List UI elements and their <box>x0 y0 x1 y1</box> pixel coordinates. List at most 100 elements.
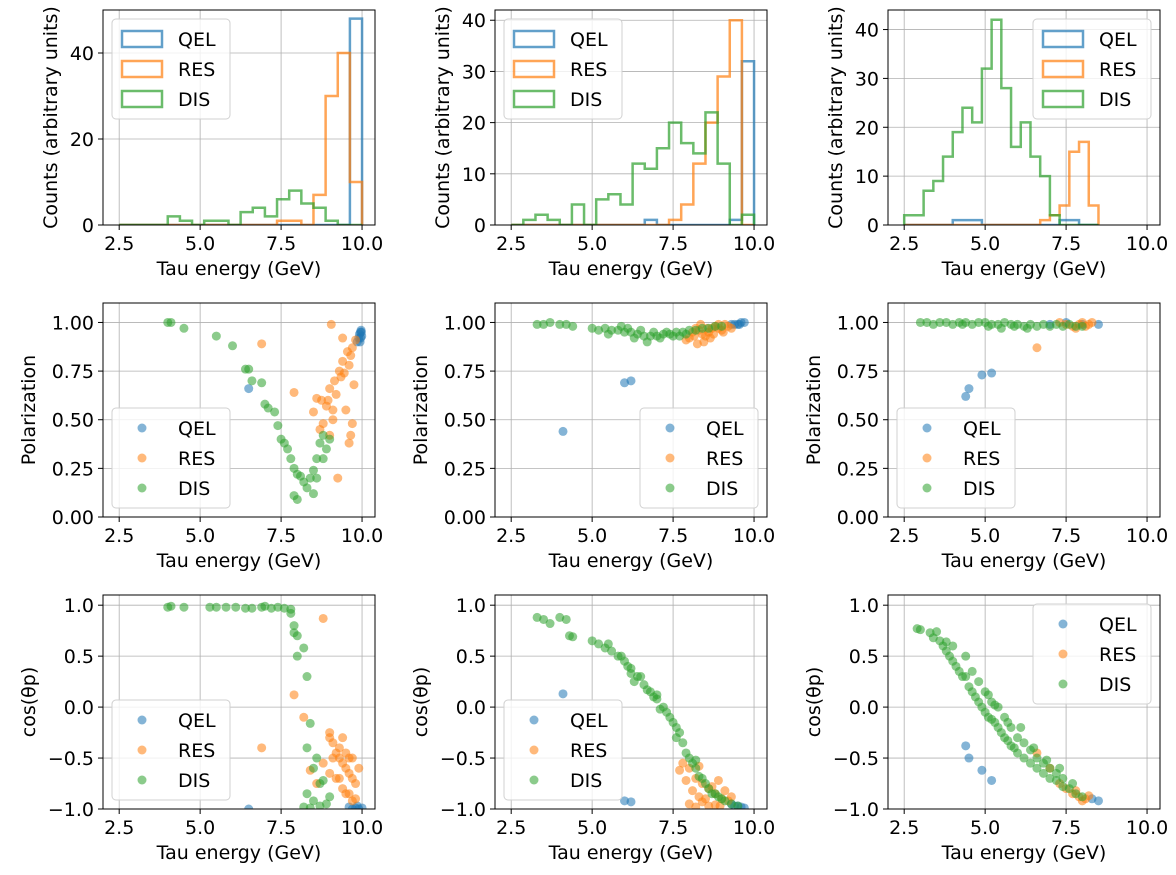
x-tick-label: 2.5 <box>104 525 134 547</box>
scatter-point-qel <box>977 370 987 380</box>
legend: QEL RES DIS <box>896 407 1016 509</box>
scatter-point-res <box>334 743 344 753</box>
scatter-point-dis <box>205 602 215 612</box>
y-tick-label: 0.0 <box>849 697 879 719</box>
scatter-point-qel <box>964 384 974 394</box>
legend-marker-qel <box>1058 619 1068 629</box>
legend-box <box>896 407 1016 509</box>
scatter-point-dis <box>321 799 331 809</box>
legend-swatch-dis <box>1041 89 1085 109</box>
scatter-point-res <box>325 384 335 394</box>
scatter-point-res <box>339 368 349 378</box>
x-tick-label: 7.5 <box>658 233 688 255</box>
scatter-point-res <box>289 387 299 397</box>
legend-box <box>111 699 231 801</box>
histogram-dis <box>511 111 756 225</box>
scatter-point-res <box>697 797 707 807</box>
scatter-point-dis <box>1016 722 1026 732</box>
legend-box <box>1032 603 1152 705</box>
x-axis-label: Tau energy (GeV) <box>941 842 1107 864</box>
scatter-point-dis <box>240 603 250 613</box>
axes-frame <box>494 594 768 810</box>
chart-panel-5: 2.5 5.0 7.5 10.0 0.00 0.25 0.50 0.75 1.00 Tau ene… <box>410 302 775 572</box>
y-tick-label: 0.5 <box>456 646 486 668</box>
scatter-point-dis <box>961 672 971 682</box>
scatter-series-dis <box>912 624 1087 802</box>
legend-marker-res <box>1058 649 1068 659</box>
scatter-point-dis <box>532 319 542 329</box>
y-tick-label: 30 <box>855 68 879 90</box>
x-tick-label: 2.5 <box>496 817 526 839</box>
scatter-point-dis <box>681 748 691 758</box>
legend-marker-dis <box>137 483 147 493</box>
scatter-point-dis <box>305 473 315 483</box>
y-tick-label: 10 <box>462 164 486 186</box>
legend-label-qel: QEL <box>178 418 216 440</box>
legend-marker-res <box>665 453 675 463</box>
scatter-point-res <box>1032 343 1042 353</box>
x-tick-label: 5.0 <box>970 817 1000 839</box>
x-tick-label: 5.0 <box>577 233 607 255</box>
scatter-point-res <box>713 775 723 785</box>
scatter-point-dis <box>1025 758 1035 768</box>
x-axis-label: Tau energy (GeV) <box>941 550 1107 572</box>
scatter-series-res <box>257 613 364 806</box>
plot-marks <box>163 601 367 809</box>
legend-swatch-res <box>512 59 556 79</box>
scatter-point-res <box>688 786 698 796</box>
scatter-point-dis <box>626 668 636 678</box>
x-tick-label: 5.0 <box>185 817 215 839</box>
y-tick-label: −1.0 <box>440 799 486 821</box>
x-tick-label: 2.5 <box>889 817 919 839</box>
scatter-point-dis <box>713 792 723 802</box>
scatter-point-dis <box>302 483 312 493</box>
x-tick-label: 10.0 <box>341 525 383 547</box>
y-axis-label: Counts (arbitrary units) <box>40 6 62 229</box>
legend-box <box>639 407 759 509</box>
scatter-point-dis <box>1022 323 1032 333</box>
plot-marks <box>532 612 749 809</box>
scatter-point-dis <box>308 763 318 773</box>
scatter-point-dis <box>221 602 231 612</box>
scatter-point-res <box>1087 317 1097 327</box>
scatter-point-res <box>338 333 348 343</box>
y-tick-label: 0.5 <box>849 646 879 668</box>
legend-label-res: RES <box>178 448 215 470</box>
x-tick-label: 10.0 <box>341 233 383 255</box>
legend-marker-qel <box>665 423 675 433</box>
y-axis-label: cos(θp) <box>803 667 825 737</box>
scatter-point-dis <box>1055 763 1065 773</box>
scatter-point-res <box>325 728 335 738</box>
x-tick-label: 7.5 <box>266 525 296 547</box>
histogram-res <box>511 18 755 225</box>
y-tick-label: 10 <box>855 166 879 188</box>
legend-marker-dis <box>1058 679 1068 689</box>
y-tick-label: 0 <box>82 215 94 237</box>
scatter-point-dis <box>636 325 646 335</box>
scatter-point-dis <box>668 717 678 727</box>
scatter-point-dis <box>935 317 945 327</box>
x-tick-label: 5.0 <box>577 817 607 839</box>
scatter-point-dis <box>700 779 710 789</box>
scatter-point-dis <box>244 364 254 374</box>
scatter-point-res <box>318 758 328 768</box>
scatter-point-res <box>347 796 357 806</box>
scatter-point-dis <box>1032 753 1042 763</box>
scatter-point-dis <box>941 637 951 647</box>
scatter-point-dis <box>603 639 613 649</box>
scatter-point-res <box>338 733 348 743</box>
legend-label-dis: DIS <box>570 89 602 111</box>
x-axis-label: Tau energy (GeV) <box>548 842 714 864</box>
scatter-point-dis <box>318 454 328 464</box>
y-axis-label: Polarization <box>18 355 40 465</box>
legend-marker-qel <box>137 423 147 433</box>
scatter-point-dis <box>1009 321 1019 331</box>
scatter-point-dis <box>1071 321 1081 331</box>
legend-swatch-qel <box>512 29 556 49</box>
legend-marker-res <box>137 453 147 463</box>
scatter-point-res <box>346 351 356 361</box>
x-axis-label: Tau energy (GeV) <box>548 258 714 280</box>
scatter-point-dis <box>616 651 626 661</box>
scatter-point-dis <box>710 321 720 331</box>
y-tick-label: 40 <box>855 20 879 42</box>
